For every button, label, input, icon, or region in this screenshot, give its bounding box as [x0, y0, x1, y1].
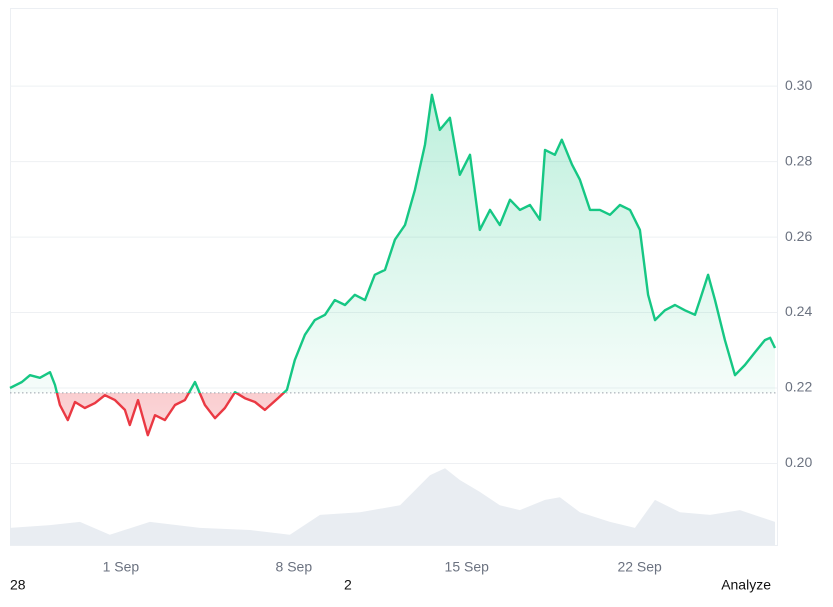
plot-frame: [10, 8, 778, 546]
y-tick-label: 0.30: [785, 77, 812, 93]
x-tick-label: 1 Sep: [103, 559, 140, 575]
y-tick-label: 0.20: [785, 454, 812, 470]
footer-label: 2: [344, 577, 352, 593]
price-line: [9, 93, 777, 437]
y-tick-label: 0.28: [785, 152, 812, 168]
footer-label: 28: [10, 577, 26, 593]
x-tick-label: 8 Sep: [276, 559, 313, 575]
y-tick-label: 0.26: [785, 228, 812, 244]
y-tick-label: 0.22: [785, 379, 812, 395]
x-tick-label: 22 Sep: [617, 559, 662, 575]
x-tick-label: 15 Sep: [445, 559, 490, 575]
footer-button[interactable]: Analyze: [721, 577, 771, 593]
volume-area: [10, 468, 776, 545]
price-area: [10, 94, 776, 436]
y-tick-label: 0.24: [785, 303, 812, 319]
